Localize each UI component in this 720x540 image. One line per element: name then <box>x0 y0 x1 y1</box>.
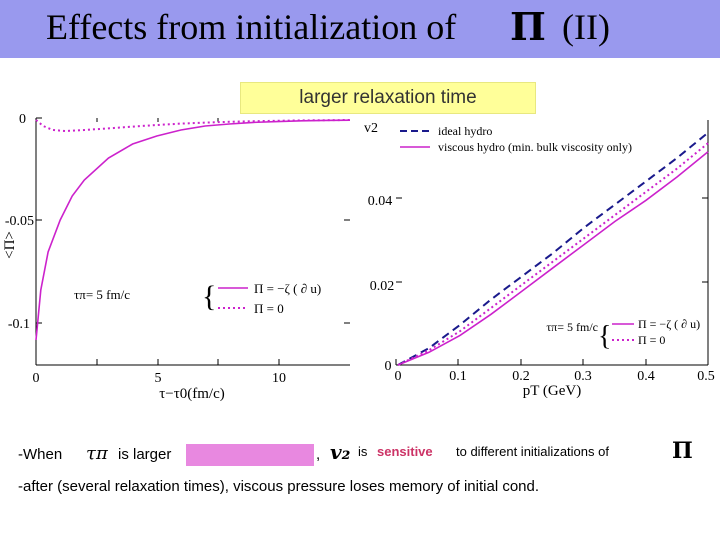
left-plot: 0 -0.05 -0.1 0 5 10 τ−τ0(fm/c) <Π> τπ= 5… <box>2 112 351 402</box>
slide-title: Effects from initialization of <box>46 7 457 47</box>
right-series-group <box>397 131 709 366</box>
left-plot-axes <box>35 117 350 366</box>
right-series-dotted-line <box>397 142 709 366</box>
right-ylabel: v2 <box>364 121 378 136</box>
left-legend-brace: { <box>202 280 216 313</box>
left-series-solid-line <box>35 119 351 341</box>
right-xtick-label: 0.5 <box>697 369 715 384</box>
relaxation-banner: larger relaxation time <box>240 82 536 114</box>
left-xtick-label: 0 <box>33 371 40 386</box>
left-xlabel: τ−τ0(fm/c) <box>159 386 225 402</box>
right-legend2-entry: Π = −ζ ( ∂ u) <box>638 317 700 331</box>
right-legend2-tau: τπ= 5 fm/c <box>546 320 598 334</box>
right-xtick-label: 0.4 <box>637 369 655 384</box>
left-ytick-label: -0.05 <box>5 214 34 229</box>
line1-mid: is larger <box>118 446 172 463</box>
line1-prefix: -When <box>18 446 63 463</box>
right-xtick-label: 0.3 <box>574 369 592 384</box>
left-ylabel: <Π> <box>2 231 18 259</box>
left-series-dotted-line <box>35 119 351 133</box>
right-legend2-entry: Π = 0 <box>638 333 665 347</box>
left-xtick-label: 5 <box>155 371 162 386</box>
left-xtick-label: 10 <box>272 371 286 386</box>
left-legend-entry: Π = 0 <box>254 301 284 316</box>
right-plot: v2 0 0.02 0.04 0 0.1 0.2 0.3 0.4 0.5 pT … <box>364 120 715 399</box>
right-ytick-label: 0 <box>385 359 392 374</box>
line2-text: -after (several relaxation times), visco… <box>18 478 540 495</box>
right-legend2-brace: { <box>598 321 611 352</box>
line1-v2-symbol: v₂ <box>330 440 351 464</box>
right-legend-entry: viscous hydro (min. bulk viscosity only) <box>438 140 632 154</box>
right-xlabel: pT (GeV) <box>523 383 581 399</box>
left-legend-tau: τπ= 5 fm/c <box>74 287 130 302</box>
right-ytick-label: 0.02 <box>370 279 395 294</box>
line1-comma: , <box>316 446 321 463</box>
left-series-group <box>35 119 351 341</box>
right-series-solid-line <box>397 151 709 366</box>
left-ytick-label: 0 <box>19 112 26 127</box>
line1-tau-symbol: τπ <box>86 443 108 464</box>
left-ytick-label: -0.1 <box>8 317 30 332</box>
line1-pi-symbol: Π <box>672 438 693 464</box>
line1-rest: to different initializations of <box>456 444 609 459</box>
highlight-box <box>186 444 314 466</box>
left-legend-entry: Π = −ζ ( ∂ u) <box>254 281 321 296</box>
right-xtick-label: 0.2 <box>512 369 530 384</box>
right-legend-entry: ideal hydro <box>438 124 492 138</box>
title-bar <box>0 0 720 58</box>
right-ytick-label: 0.04 <box>368 194 393 209</box>
right-xtick-label: 0 <box>395 369 402 384</box>
title-pi-symbol: Π <box>510 4 546 49</box>
line1-is: is <box>358 444 368 459</box>
right-plot-axes <box>395 120 709 366</box>
title-suffix: (II) <box>562 7 610 47</box>
right-xtick-label: 0.1 <box>449 369 467 384</box>
line1-sensitive: sensitive <box>377 444 433 459</box>
